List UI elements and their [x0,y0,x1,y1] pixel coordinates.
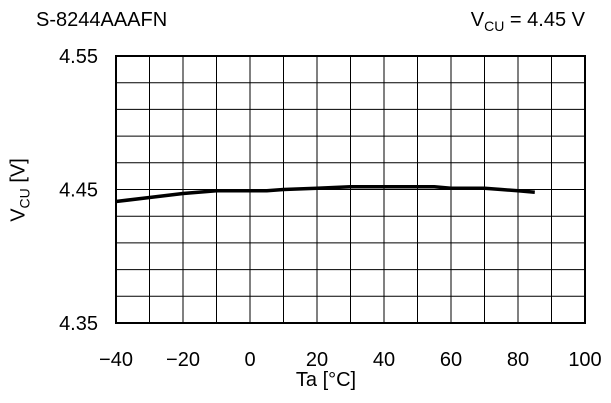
x-tick-label: 0 [244,349,255,371]
condition-subscript: CU [484,18,505,34]
x-tick-label: 60 [440,349,462,371]
x-tick-label: 80 [507,349,529,371]
condition-symbol: V [470,9,485,31]
x-tick-label: −20 [166,349,200,371]
part-number-label: S-8244AAAFN [36,8,167,32]
part-number: S-8244AAAFN [36,9,168,31]
condition-value: = 4.45 V [504,9,585,31]
tick-labels: −40 −20 0 20 40 60 80 100 4.35 4.45 4.55 [59,46,602,371]
series-layer [115,185,535,204]
y-axis-symbol: V [7,208,30,222]
y-tick-label: 4.55 [59,46,98,68]
x-tick-label: 40 [373,349,395,371]
y-axis-label: VCU [V] [7,158,33,222]
x-tick-label: 20 [306,349,328,371]
y-tick-label: 4.35 [59,313,98,335]
x-axis-label: Ta [°C] [295,369,357,391]
x-tick-label: −40 [99,349,133,371]
y-axis-subscript: CU [16,188,33,209]
x-tick-label: 100 [568,349,601,371]
y-tick-label: 4.45 [59,180,98,202]
y-axis-unit: [V] [7,158,30,189]
condition-label: VCU = 4.45 V [470,8,585,34]
plot-frame [115,55,586,324]
series-line [115,185,535,204]
